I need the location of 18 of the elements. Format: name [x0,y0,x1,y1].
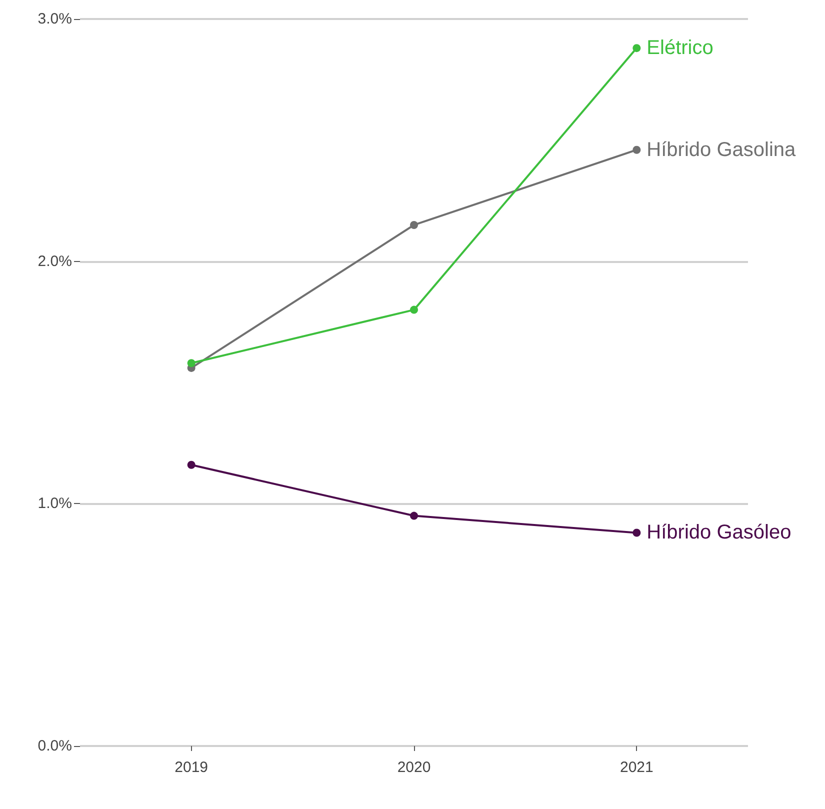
point [410,512,418,520]
series-label: Híbrido Gasolina [646,138,797,161]
series-label: Elétrico [646,37,714,60]
y-tick-label: 0.0% [38,738,72,754]
x-tick-label: 2020 [397,759,431,776]
point [632,528,641,537]
point [187,359,196,368]
y-tick-label: 2.0% [38,252,72,270]
point [632,146,641,154]
y-tick-label: 3.0% [38,10,72,28]
point [410,306,418,314]
x-tick-label: 2021 [620,759,654,776]
point [632,44,641,52]
x-tick-label: 2019 [174,759,208,776]
point [187,460,196,469]
y-tick-label: 1.0% [38,495,72,512]
point [410,220,418,229]
series-label: Híbrido Gasóleo [646,522,792,544]
